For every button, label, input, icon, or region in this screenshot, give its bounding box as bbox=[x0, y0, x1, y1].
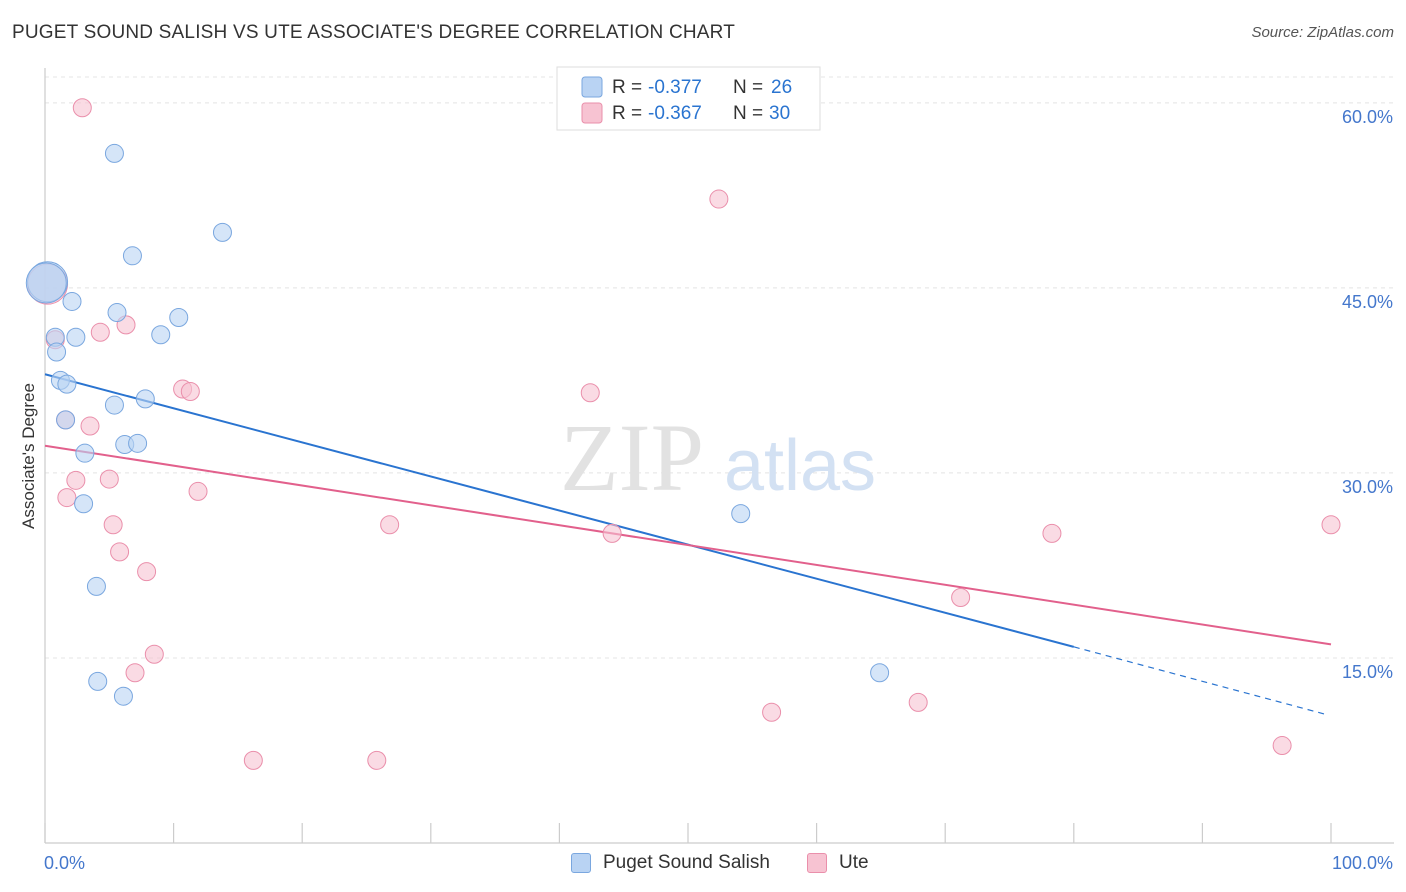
point-ute bbox=[1321, 515, 1341, 535]
legend-n-value-2: 30 bbox=[769, 103, 790, 124]
point-ute bbox=[762, 702, 782, 722]
y-tick-label: 15.0% bbox=[1342, 662, 1393, 682]
point-puget-sound-salish bbox=[122, 246, 142, 266]
legend-item-puget-sound-salish: Puget Sound Salish bbox=[571, 852, 770, 874]
point-ute bbox=[110, 542, 130, 562]
watermark-atlas: atlas bbox=[724, 426, 876, 506]
legend-n-label-2: N = bbox=[733, 103, 763, 124]
legend-r-label-1: R = bbox=[612, 77, 642, 98]
legend-item-ute: Ute bbox=[807, 852, 869, 874]
point-ute bbox=[602, 523, 622, 543]
point-ute bbox=[72, 98, 92, 118]
trendline-ute bbox=[44, 444, 1332, 646]
legend-swatch-ute bbox=[807, 853, 827, 873]
point-ute bbox=[57, 488, 77, 508]
y-axis-label: Associate's Degree bbox=[19, 383, 38, 529]
chart-title: PUGET SOUND SALISH VS UTE ASSOCIATE'S DE… bbox=[12, 22, 736, 43]
legend-n-label-1: N = bbox=[733, 77, 763, 98]
point-puget-sound-salish bbox=[104, 395, 124, 415]
legend-r-value-2: -0.367 bbox=[648, 103, 702, 124]
point-ute bbox=[90, 322, 110, 342]
legend-swatch-blue bbox=[581, 76, 603, 98]
legend-label-puget-sound-salish: Puget Sound Salish bbox=[603, 852, 770, 873]
points-layer bbox=[25, 98, 1341, 770]
trendline-puget-sound-salish-extension bbox=[1073, 646, 1328, 716]
watermark-zip: ZIP bbox=[560, 404, 704, 511]
point-ute bbox=[1272, 736, 1292, 756]
y-tick-label: 45.0% bbox=[1342, 292, 1393, 312]
legend-n-value-1: 26 bbox=[771, 77, 792, 98]
legend-top: R = -0.377 N = 26 R = -0.367 N = 30 bbox=[556, 66, 821, 131]
point-puget-sound-salish bbox=[66, 327, 86, 347]
point-puget-sound-salish bbox=[107, 303, 127, 323]
point-ute bbox=[103, 515, 123, 535]
point-ute bbox=[908, 692, 928, 712]
y-tick-label: 30.0% bbox=[1342, 477, 1393, 497]
point-puget-sound-salish bbox=[731, 504, 751, 524]
point-ute bbox=[144, 644, 164, 664]
legend-r-label-2: R = bbox=[612, 103, 642, 124]
legend-bottom: Puget Sound Salish Ute bbox=[0, 852, 1406, 878]
legend-r-value-1: -0.377 bbox=[648, 77, 702, 98]
y-tick-label: 60.0% bbox=[1342, 107, 1393, 127]
point-puget-sound-salish bbox=[870, 663, 890, 683]
point-puget-sound-salish bbox=[169, 307, 189, 327]
point-ute bbox=[125, 663, 145, 683]
point-puget-sound-salish bbox=[151, 325, 171, 345]
trendline-puget-sound-salish bbox=[44, 373, 1075, 648]
point-ute bbox=[99, 469, 119, 489]
point-puget-sound-salish bbox=[212, 222, 232, 242]
point-puget-sound-salish bbox=[113, 686, 133, 706]
point-puget-sound-salish bbox=[62, 291, 82, 311]
x-tick-label-max: 100.0% bbox=[1332, 853, 1393, 873]
point-ute bbox=[380, 515, 400, 535]
grid-layer bbox=[45, 76, 1394, 659]
axes-layer bbox=[44, 68, 1394, 844]
point-puget-sound-salish bbox=[104, 143, 124, 163]
point-puget-sound-salish bbox=[57, 374, 77, 394]
x-tick-label-min: 0.0% bbox=[44, 853, 85, 873]
point-puget-sound-salish bbox=[86, 576, 106, 596]
point-ute bbox=[1042, 523, 1062, 543]
point-puget-sound-salish bbox=[135, 389, 155, 409]
point-puget-sound-salish bbox=[128, 433, 148, 453]
point-ute bbox=[80, 416, 100, 436]
legend-swatch-pink bbox=[581, 102, 603, 124]
point-ute bbox=[66, 470, 86, 490]
chart-source: Source: ZipAtlas.com bbox=[1251, 24, 1394, 41]
legend-swatch-puget-sound-salish bbox=[571, 853, 591, 873]
point-ute bbox=[243, 750, 263, 770]
point-puget-sound-salish bbox=[56, 410, 76, 430]
legend-label-ute: Ute bbox=[839, 852, 869, 873]
watermark: ZIP atlas bbox=[560, 404, 876, 511]
point-ute bbox=[137, 562, 157, 582]
tick-labels-layer: 15.0% 30.0% 45.0% 60.0% 0.0% 100.0% bbox=[44, 107, 1393, 873]
point-ute bbox=[580, 383, 600, 403]
point-puget-sound-salish bbox=[88, 671, 108, 691]
trendlines-layer bbox=[44, 373, 1332, 716]
point-ute bbox=[709, 189, 729, 209]
point-ute bbox=[951, 588, 971, 608]
point-ute bbox=[367, 750, 387, 770]
point-ute bbox=[180, 382, 200, 402]
point-puget-sound-salish bbox=[25, 262, 67, 304]
point-puget-sound-salish bbox=[47, 342, 67, 362]
point-ute bbox=[188, 481, 208, 501]
point-puget-sound-salish bbox=[74, 494, 94, 514]
point-puget-sound-salish bbox=[75, 443, 95, 463]
